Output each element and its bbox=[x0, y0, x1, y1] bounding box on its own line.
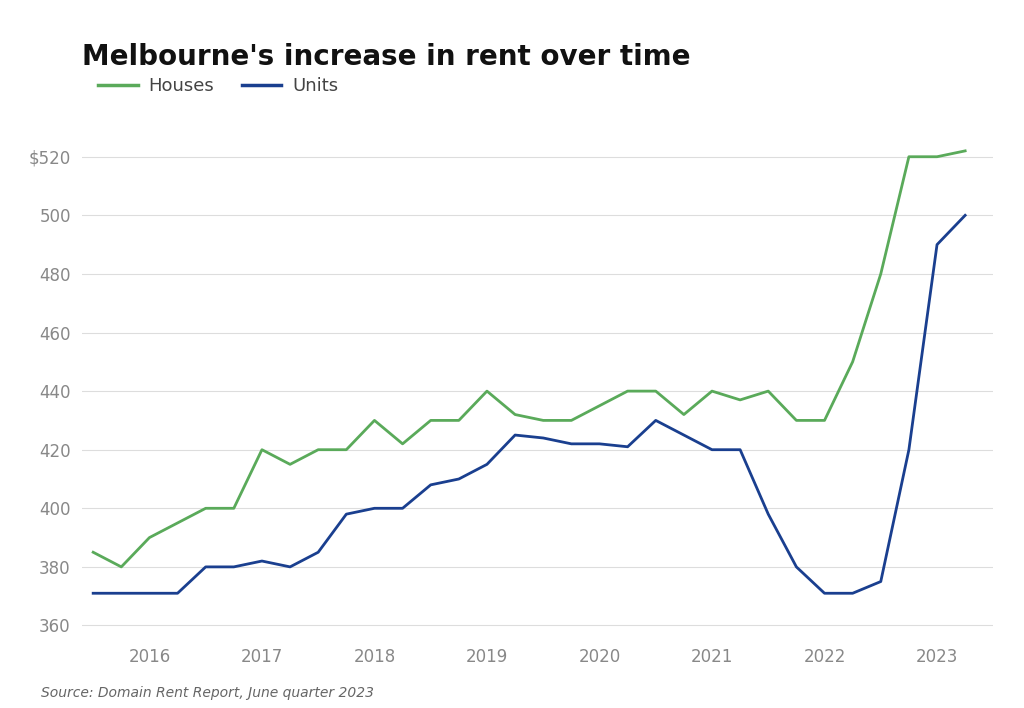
Legend: Houses, Units: Houses, Units bbox=[91, 70, 345, 103]
Text: Source: Domain Rent Report, June quarter 2023: Source: Domain Rent Report, June quarter… bbox=[41, 686, 374, 700]
Text: Melbourne's increase in rent over time: Melbourne's increase in rent over time bbox=[82, 43, 690, 71]
